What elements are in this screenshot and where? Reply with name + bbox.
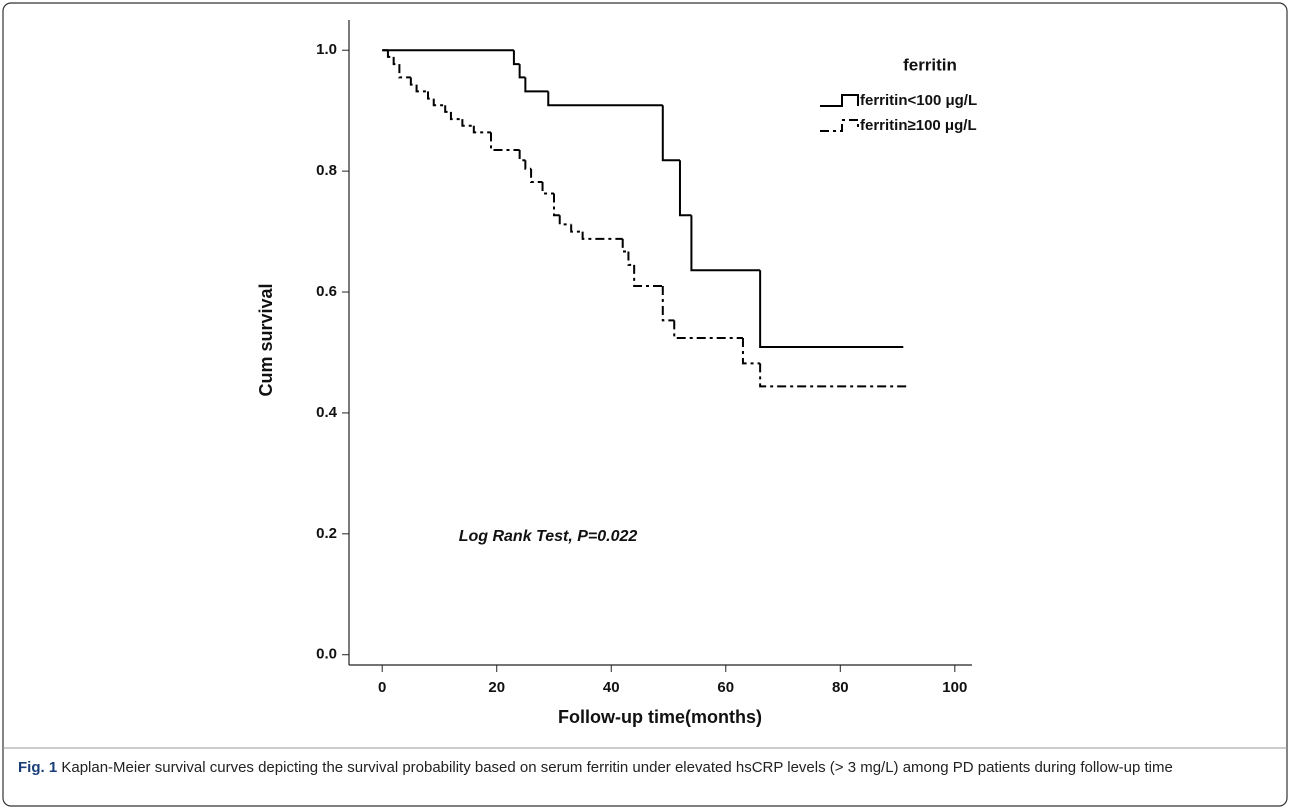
survival-step <box>570 224 583 233</box>
legend-label: ferritin<100 μg/L <box>860 92 977 109</box>
survival-step <box>415 84 429 93</box>
survival-step <box>678 160 692 217</box>
legend-symbol <box>820 94 859 107</box>
y-tick-label: 0.8 <box>316 162 337 179</box>
y-tick-label: 0.2 <box>316 525 337 542</box>
survival-step <box>449 111 463 121</box>
annotation: Log Rank Test, P=0.022 <box>459 528 638 545</box>
y-tick-label: 0.4 <box>316 404 338 421</box>
survival-step <box>627 251 635 266</box>
caption-label: Fig. 1 <box>18 759 58 776</box>
y-axis-label: Cum survival <box>256 283 276 396</box>
survival-step <box>386 50 394 58</box>
survival-step <box>661 105 680 162</box>
survival-step <box>552 193 560 217</box>
y-tick-label: 1.0 <box>316 41 337 58</box>
x-axis-label: Follow-up time(months) <box>558 707 762 727</box>
survival-step <box>524 77 549 93</box>
survival-step <box>741 337 761 365</box>
survival-step <box>409 77 417 86</box>
survival-step <box>444 105 451 113</box>
survival-step <box>759 363 910 388</box>
x-tick-label: 40 <box>603 679 620 696</box>
survival-step <box>530 168 543 184</box>
survival-step <box>673 320 743 339</box>
caption: Fig. 1 Kaplan-Meier survival curves depi… <box>18 756 1258 780</box>
survival-step <box>541 182 554 195</box>
survival-step <box>518 149 526 162</box>
survival-step <box>518 64 526 79</box>
survival-step <box>427 91 434 100</box>
survival-step <box>524 160 532 170</box>
survival-step <box>558 215 572 226</box>
legend-label: ferritin≥100 μg/L <box>860 117 977 134</box>
survival-step <box>392 56 400 66</box>
survival-step <box>759 270 904 349</box>
x-tick-label: 100 <box>942 679 967 696</box>
caption-text: Kaplan-Meier survival curves depicting t… <box>61 759 1173 776</box>
survival-step <box>633 264 663 287</box>
x-tick-label: 80 <box>832 679 849 696</box>
survival-step <box>661 285 675 322</box>
survival-step <box>621 238 629 253</box>
x-tick-label: 60 <box>717 679 734 696</box>
survival-step <box>690 215 761 272</box>
y-tick-label: 0.0 <box>316 646 337 663</box>
legend-title: ferritin <box>903 55 957 74</box>
survival-step <box>432 98 446 107</box>
y-tick-label: 0.6 <box>316 283 337 300</box>
survival-step <box>398 64 411 79</box>
survival-step <box>472 125 492 134</box>
survival-step <box>490 132 520 151</box>
x-tick-label: 20 <box>488 679 505 696</box>
survival-step <box>512 50 520 66</box>
survival-step <box>547 91 663 107</box>
survival-step <box>461 119 474 127</box>
legend-symbol <box>820 119 859 132</box>
survival-step <box>581 231 623 240</box>
x-tick-label: 0 <box>378 679 386 696</box>
